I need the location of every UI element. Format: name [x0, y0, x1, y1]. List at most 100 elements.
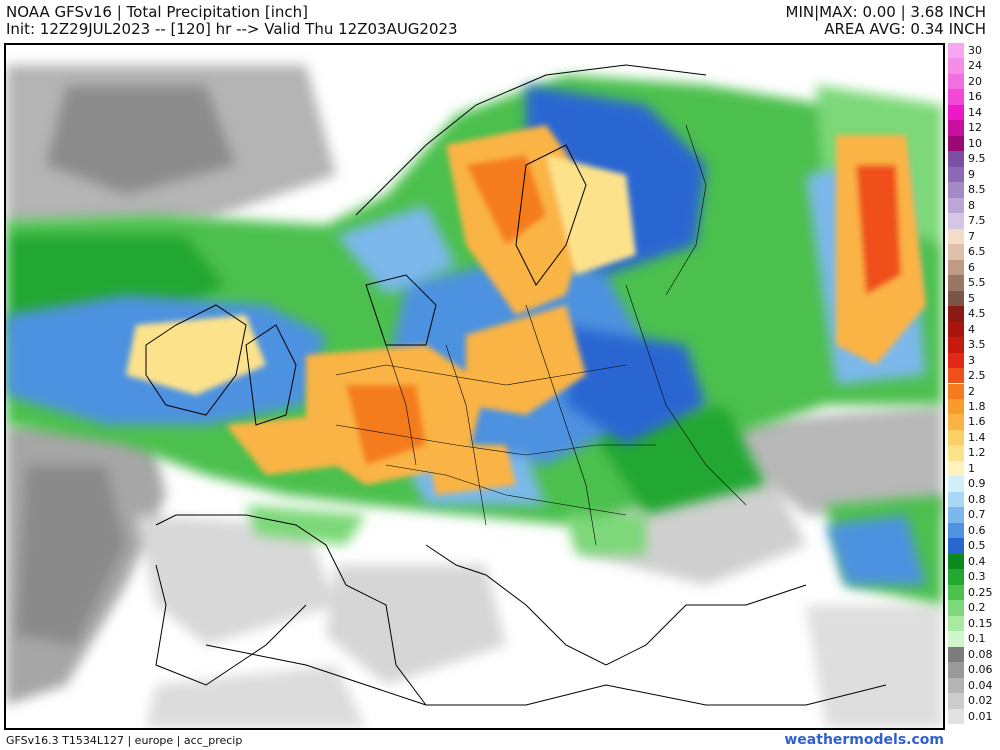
- legend-entry: 5: [948, 290, 995, 307]
- legend-swatch: [948, 120, 964, 136]
- legend-label: 10: [968, 136, 982, 150]
- legend-label: 4: [968, 322, 975, 336]
- legend-swatch: [948, 708, 964, 724]
- chart-title: NOAA GFSv16 | Total Precipitation [inch]: [6, 3, 308, 21]
- legend-swatch: [948, 584, 964, 601]
- legend-swatch: [948, 662, 964, 678]
- legend-swatch: [948, 197, 964, 214]
- legend-label: 16: [968, 90, 982, 104]
- legend-entry: 1.8: [948, 398, 995, 415]
- legend-label: 7.5: [968, 214, 986, 228]
- heavy-rain-layer: [126, 125, 926, 495]
- legend-swatch: [948, 398, 964, 415]
- legend-swatch: [948, 476, 964, 492]
- legend-swatch: [948, 43, 964, 59]
- legend-label: 5.5: [968, 276, 986, 290]
- legend-entry: 0.02: [948, 693, 995, 709]
- precipitation-map: [4, 43, 945, 730]
- legend-swatch: [948, 337, 964, 353]
- legend-swatch: [948, 89, 964, 105]
- country-borders: [335, 124, 747, 546]
- legend-entry: 1.2: [948, 445, 995, 461]
- legend-entry: 1: [948, 460, 995, 477]
- legend-label: 0.6: [968, 523, 986, 537]
- legend-entry: 2.5: [948, 368, 995, 384]
- legend-entry: 7: [948, 228, 995, 245]
- legend-entry: 8.5: [948, 182, 995, 198]
- legend-label: 20: [968, 74, 982, 88]
- legend-entry: 0.08: [948, 646, 995, 663]
- legend-swatch: [948, 646, 964, 663]
- legend-entry: 4.5: [948, 306, 995, 322]
- legend-swatch: [948, 321, 964, 338]
- legend-label: 0.02: [968, 694, 993, 708]
- legend-entry: 0.4: [948, 553, 995, 570]
- legend-swatch: [948, 352, 964, 368]
- legend-label: 0.15: [968, 616, 993, 630]
- legend-entry: 1.6: [948, 414, 995, 430]
- legend-label: 0.06: [968, 663, 993, 677]
- legend-swatch: [948, 522, 964, 539]
- legend-entry: 0.5: [948, 538, 995, 554]
- legend-entry: 0.3: [948, 569, 995, 585]
- legend-entry: 0.6: [948, 522, 995, 539]
- legend-label: 9.5: [968, 152, 986, 166]
- legend-entry: 0.15: [948, 615, 995, 632]
- legend-label: 0.25: [968, 585, 993, 599]
- legend-swatch: [948, 213, 964, 229]
- legend-swatch: [948, 507, 964, 523]
- legend-swatch: [948, 553, 964, 570]
- legend-entry: 3: [948, 352, 995, 368]
- legend-swatch: [948, 244, 964, 260]
- legend-label: 0.2: [968, 601, 986, 615]
- legend-label: 5: [968, 291, 975, 305]
- legend-swatch: [948, 73, 964, 90]
- legend-swatch: [948, 275, 964, 291]
- legend-label: 3.5: [968, 338, 986, 352]
- legend-entry: 8: [948, 197, 995, 214]
- area-average-readout: AREA AVG: 0.34 INCH: [824, 20, 986, 38]
- legend-swatch: [948, 383, 964, 399]
- legend-label: 0.04: [968, 678, 993, 692]
- legend-swatch: [948, 631, 964, 647]
- coastlines: [145, 64, 887, 706]
- legend-label: 0.08: [968, 647, 993, 661]
- legend-entry: 10: [948, 135, 995, 152]
- legend-entry: 12: [948, 120, 995, 136]
- legend-label: 0.3: [968, 570, 986, 584]
- legend-entry: 4: [948, 321, 995, 338]
- legend-label: 6: [968, 260, 975, 274]
- legend-swatch: [948, 429, 964, 446]
- legend-label: 14: [968, 105, 982, 119]
- init-valid-time: Init: 12Z29JUL2023 -- [120] hr --> Valid…: [6, 20, 458, 38]
- legend-swatch: [948, 538, 964, 554]
- legend-swatch: [948, 259, 964, 276]
- legend-label: 12: [968, 121, 982, 135]
- legend-label: 0.1: [968, 632, 986, 646]
- legend-swatch: [948, 569, 964, 585]
- legend-entry: 6: [948, 259, 995, 276]
- legend-swatch: [948, 414, 964, 430]
- legend-entry: 0.04: [948, 677, 995, 694]
- legend-entry: 16: [948, 89, 995, 105]
- legend-entry: 1.4: [948, 429, 995, 446]
- legend-label: 0.01: [968, 709, 993, 723]
- legend-label: 9: [968, 167, 975, 181]
- precipitation-color-legend: 30 24 20 16 14 12 10 9.5 9 8.5 8 7.5 7 6.5 6 5.5 5 4.5 4 3.…: [948, 43, 995, 724]
- legend-entry: 0.06: [948, 662, 995, 678]
- legend-entry: 0.9: [948, 476, 995, 492]
- legend-swatch: [948, 290, 964, 307]
- brand-link[interactable]: weathermodels.com: [784, 732, 944, 748]
- legend-label: 1.2: [968, 446, 986, 460]
- legend-entry: 14: [948, 104, 995, 121]
- legend-label: 0.5: [968, 539, 986, 553]
- model-info-footer: GFSv16.3 T1534L127 | europe | acc_precip: [6, 734, 243, 747]
- legend-label: 24: [968, 59, 982, 73]
- legend-label: 30: [968, 44, 982, 57]
- legend-label: 2.5: [968, 369, 986, 383]
- legend-label: 0.9: [968, 477, 986, 491]
- legend-entry: 24: [948, 58, 995, 74]
- legend-swatch: [948, 151, 964, 167]
- legend-swatch: [948, 600, 964, 616]
- legend-entry: 7.5: [948, 213, 995, 229]
